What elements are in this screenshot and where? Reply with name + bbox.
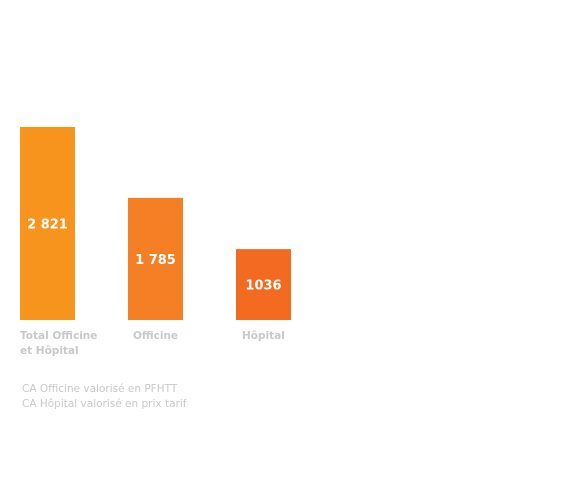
bar-value-label-officine: 1 785: [135, 253, 176, 268]
category-label-total-line-2: et Hôpital: [20, 345, 79, 357]
chart-notes: CA Officine valorisé en PFHTT CA Hôpital…: [22, 382, 186, 412]
bar-hopital: [236, 249, 291, 320]
category-label-officine: Officine: [133, 329, 178, 344]
bar-total: [20, 127, 75, 320]
category-label-officine-line-1: Officine: [133, 330, 179, 342]
bar-officine: [128, 197, 183, 320]
note-officine: CA Officine valorisé en PFHTT: [22, 383, 178, 395]
category-label-hopital: Hôpital: [242, 329, 285, 344]
category-label-total: Total Officine et Hôpital: [20, 329, 97, 359]
category-label-hopital-line-1: Hôpital: [242, 330, 285, 342]
note-hopital: CA Hôpital valorisé en prix tarif: [22, 398, 187, 410]
category-label-total-line-1: Total Officine: [20, 330, 98, 342]
bar-value-label-hopital: 1036: [245, 279, 281, 294]
bar-value-label-total: 2 821: [27, 218, 68, 233]
